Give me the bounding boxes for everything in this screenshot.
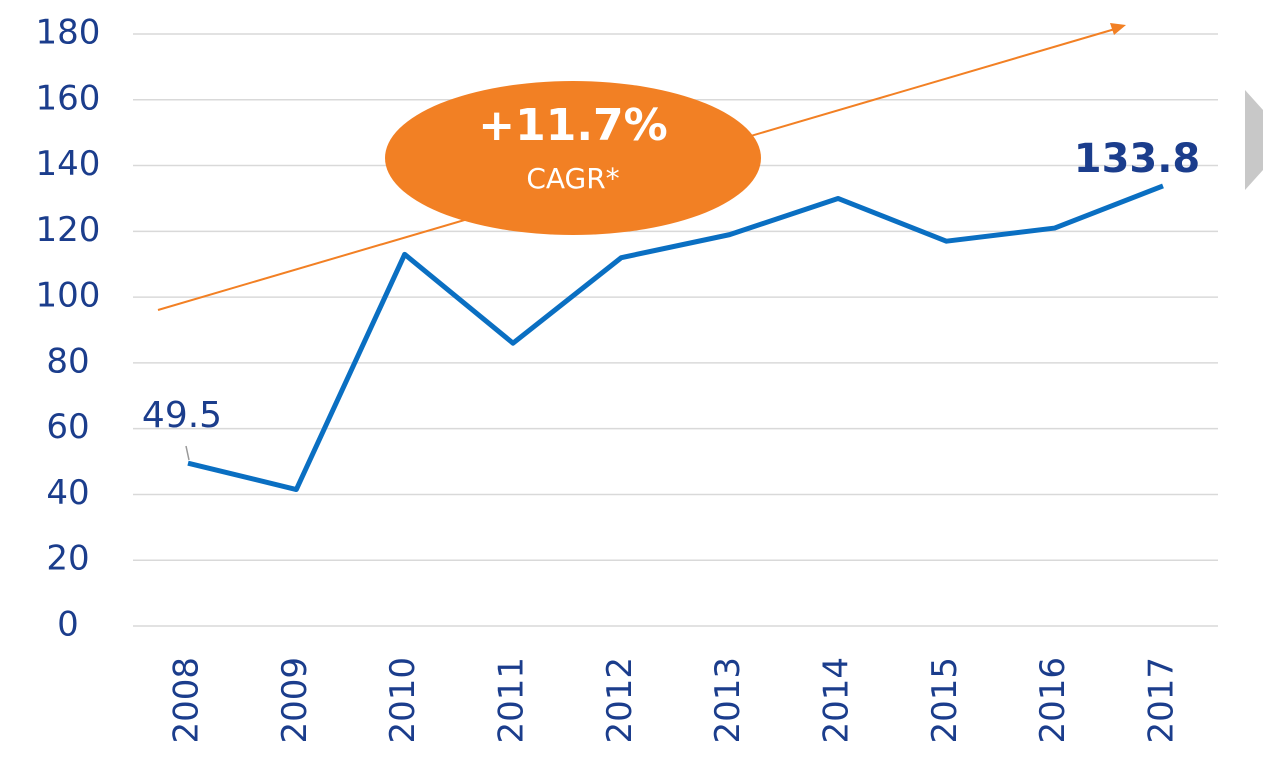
x-tick-label: 2008: [167, 657, 207, 744]
chevron: [1245, 90, 1263, 190]
y-tick-label: 40: [46, 473, 89, 513]
y-tick-label: 20: [46, 539, 89, 579]
line: [187, 183, 1164, 493]
x-tick-label: 2015: [925, 657, 965, 744]
x-tick-label: 2016: [1033, 657, 1073, 744]
trend-arrowhead: [1110, 23, 1126, 35]
data-label: 49.5: [142, 395, 222, 436]
x-tick-label: 2012: [600, 657, 640, 744]
data-label: 133.8: [1074, 136, 1201, 182]
x-tick-label: 2017: [1142, 657, 1182, 744]
y-tick-label: 0: [57, 605, 79, 645]
cagr-value: +11.7%: [478, 100, 668, 151]
y-tick-label: 80: [46, 341, 89, 381]
cagr-badge: [385, 81, 761, 235]
y-tick-label: 60: [46, 407, 89, 447]
x-tick-label: 2010: [383, 657, 423, 744]
y-tick-label: 180: [36, 13, 101, 53]
y-tick-label: 160: [36, 78, 101, 118]
cagr-label: CAGR*: [526, 162, 619, 195]
x-tick-label: 2013: [708, 657, 748, 744]
y-tick-label: 100: [36, 276, 101, 316]
plot: 49.5 133.8: [142, 136, 1201, 493]
x-tick-label: 2011: [492, 657, 532, 744]
y-tick-label: 120: [36, 210, 101, 250]
grid: 0 20 40 60 80 100 120 140 160 180 2008 2009 2010 2011…: [36, 13, 1218, 744]
x-tick-label: 2009: [275, 657, 315, 744]
leader-line: [185, 445, 190, 461]
x-tick-label: 2014: [817, 657, 857, 744]
y-tick-label: 140: [36, 144, 101, 184]
